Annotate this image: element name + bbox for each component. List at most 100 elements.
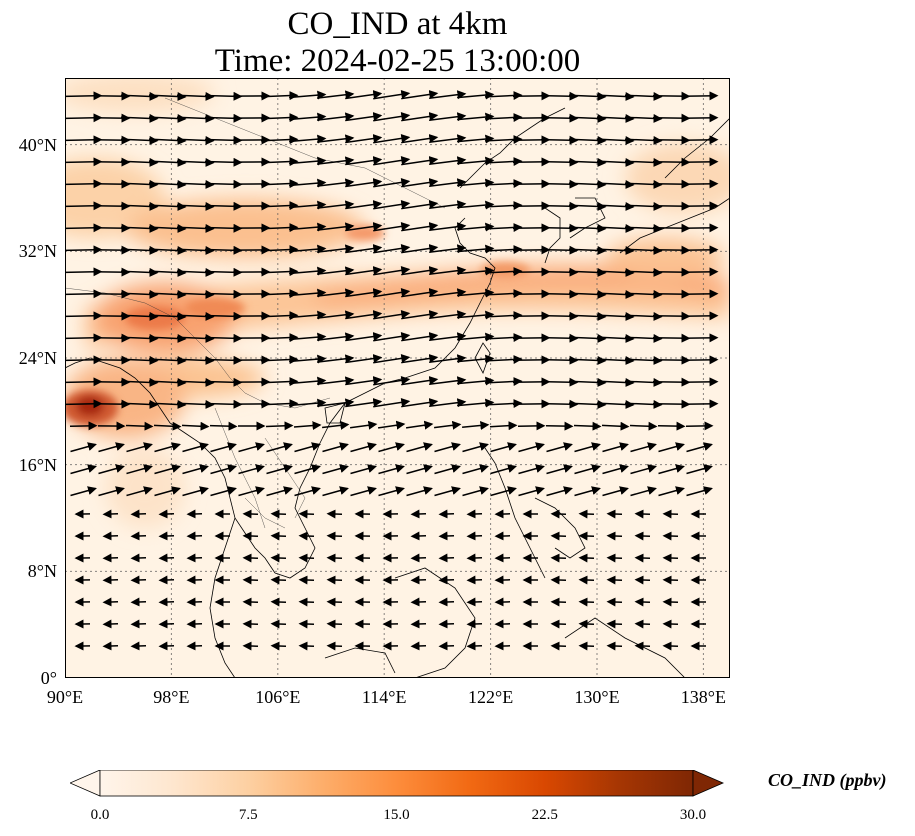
wind-arrow	[457, 288, 495, 298]
wind-arrow	[429, 112, 467, 122]
wind-arrow	[289, 112, 327, 122]
wind-arrow	[606, 575, 623, 585]
wind-arrow	[457, 398, 495, 408]
wind-arrow	[102, 531, 119, 541]
wind-arrow	[317, 310, 355, 320]
wind-arrow	[345, 398, 383, 408]
wind-arrow	[540, 201, 579, 211]
wind-arrow	[634, 509, 651, 519]
wind-arrow	[176, 311, 215, 321]
wind-arrow	[326, 597, 343, 607]
wind-arrow	[545, 421, 574, 431]
wind-arrow	[658, 464, 685, 475]
wind-arrow	[176, 289, 215, 299]
wind-arrow	[317, 376, 355, 386]
colorbar	[70, 770, 725, 797]
lat-tick-label: 0°	[40, 668, 57, 688]
wind-arrow	[680, 289, 719, 299]
wind-arrow	[148, 246, 187, 256]
wind-arrow	[578, 641, 595, 651]
wind-arrow	[490, 442, 517, 453]
wind-arrow	[373, 375, 411, 386]
wind-arrow	[401, 288, 439, 298]
wind-arrow	[260, 135, 299, 145]
wind-arrow	[294, 442, 321, 453]
wind-arrow	[596, 268, 635, 278]
wind-arrow	[596, 356, 635, 366]
lat-tick-label: 8°N	[27, 561, 57, 582]
wind-arrow	[568, 245, 607, 255]
wind-arrow	[484, 222, 523, 232]
wind-arrow	[126, 464, 153, 475]
wind-arrow	[176, 223, 215, 233]
wind-arrow	[629, 421, 658, 431]
wind-arrow	[158, 553, 175, 563]
wind-arrow	[596, 114, 635, 124]
wind-arrow	[176, 157, 215, 167]
wind-arrow	[606, 597, 623, 607]
wind-arrow	[260, 223, 299, 233]
wind-arrow	[154, 486, 181, 497]
wind-arrow	[270, 575, 287, 585]
wind-arrow	[373, 221, 411, 232]
wind-arrow	[568, 311, 607, 321]
wind-arrow	[322, 420, 350, 430]
wind-arrow	[260, 355, 299, 365]
wind-arrow	[373, 309, 411, 320]
wind-arrow	[484, 398, 523, 408]
lon-tick-label: 90°E	[46, 687, 84, 707]
wind-arrow	[349, 420, 378, 430]
wind-arrow	[680, 157, 719, 167]
wind-arrow	[540, 245, 579, 255]
wind-arrow	[289, 310, 327, 320]
wind-arrow	[176, 113, 215, 123]
wind-arrow	[573, 421, 602, 431]
wind-arrow	[130, 531, 147, 541]
wind-arrow	[345, 200, 383, 210]
wind-arrow	[657, 421, 686, 431]
wind-arrow	[401, 178, 439, 188]
wind-arrow	[345, 112, 383, 122]
wind-arrow	[568, 135, 607, 145]
wind-arrow	[574, 442, 601, 453]
wind-arrow	[260, 157, 299, 167]
wind-arrow	[457, 332, 495, 342]
wind-arrow	[182, 486, 209, 497]
wind-arrow	[457, 178, 495, 188]
lon-tick-label: 114°E	[361, 687, 407, 707]
wind-arrow	[345, 244, 383, 254]
wind-arrow	[596, 378, 635, 388]
wind-arrow	[317, 266, 355, 276]
wind-arrow	[289, 134, 327, 144]
wind-arrow	[260, 377, 299, 387]
wind-arrow	[120, 201, 159, 211]
wind-arrow	[148, 202, 187, 212]
wind-arrow	[317, 90, 355, 100]
wind-arrow	[182, 464, 209, 475]
wind-arrow	[540, 377, 579, 387]
wind-arrow	[270, 619, 287, 629]
wind-arrow	[410, 597, 427, 607]
wind-arrow	[158, 597, 175, 607]
wind-arrow	[484, 90, 523, 100]
wind-arrow	[120, 311, 159, 321]
wind-arrow	[680, 201, 719, 211]
wind-arrow	[466, 509, 483, 519]
wind-arrow	[298, 509, 315, 519]
wind-arrow	[266, 486, 293, 497]
wind-arrow	[260, 333, 299, 343]
wind-arrow	[102, 553, 119, 563]
wind-arrow	[606, 619, 623, 629]
wind-arrow	[401, 310, 439, 320]
lat-tick-label: 16°N	[18, 454, 57, 475]
lon-tick-label: 106°E	[255, 687, 301, 707]
wind-arrow	[270, 597, 287, 607]
wind-arrow	[148, 378, 187, 388]
wind-arrow	[410, 531, 427, 541]
wind-arrow	[345, 178, 383, 188]
wind-arrow	[596, 400, 635, 410]
wind-arrow	[680, 333, 719, 343]
wind-arrow	[158, 575, 175, 585]
wind-arrow	[578, 597, 595, 607]
wind-arrow	[401, 354, 439, 364]
